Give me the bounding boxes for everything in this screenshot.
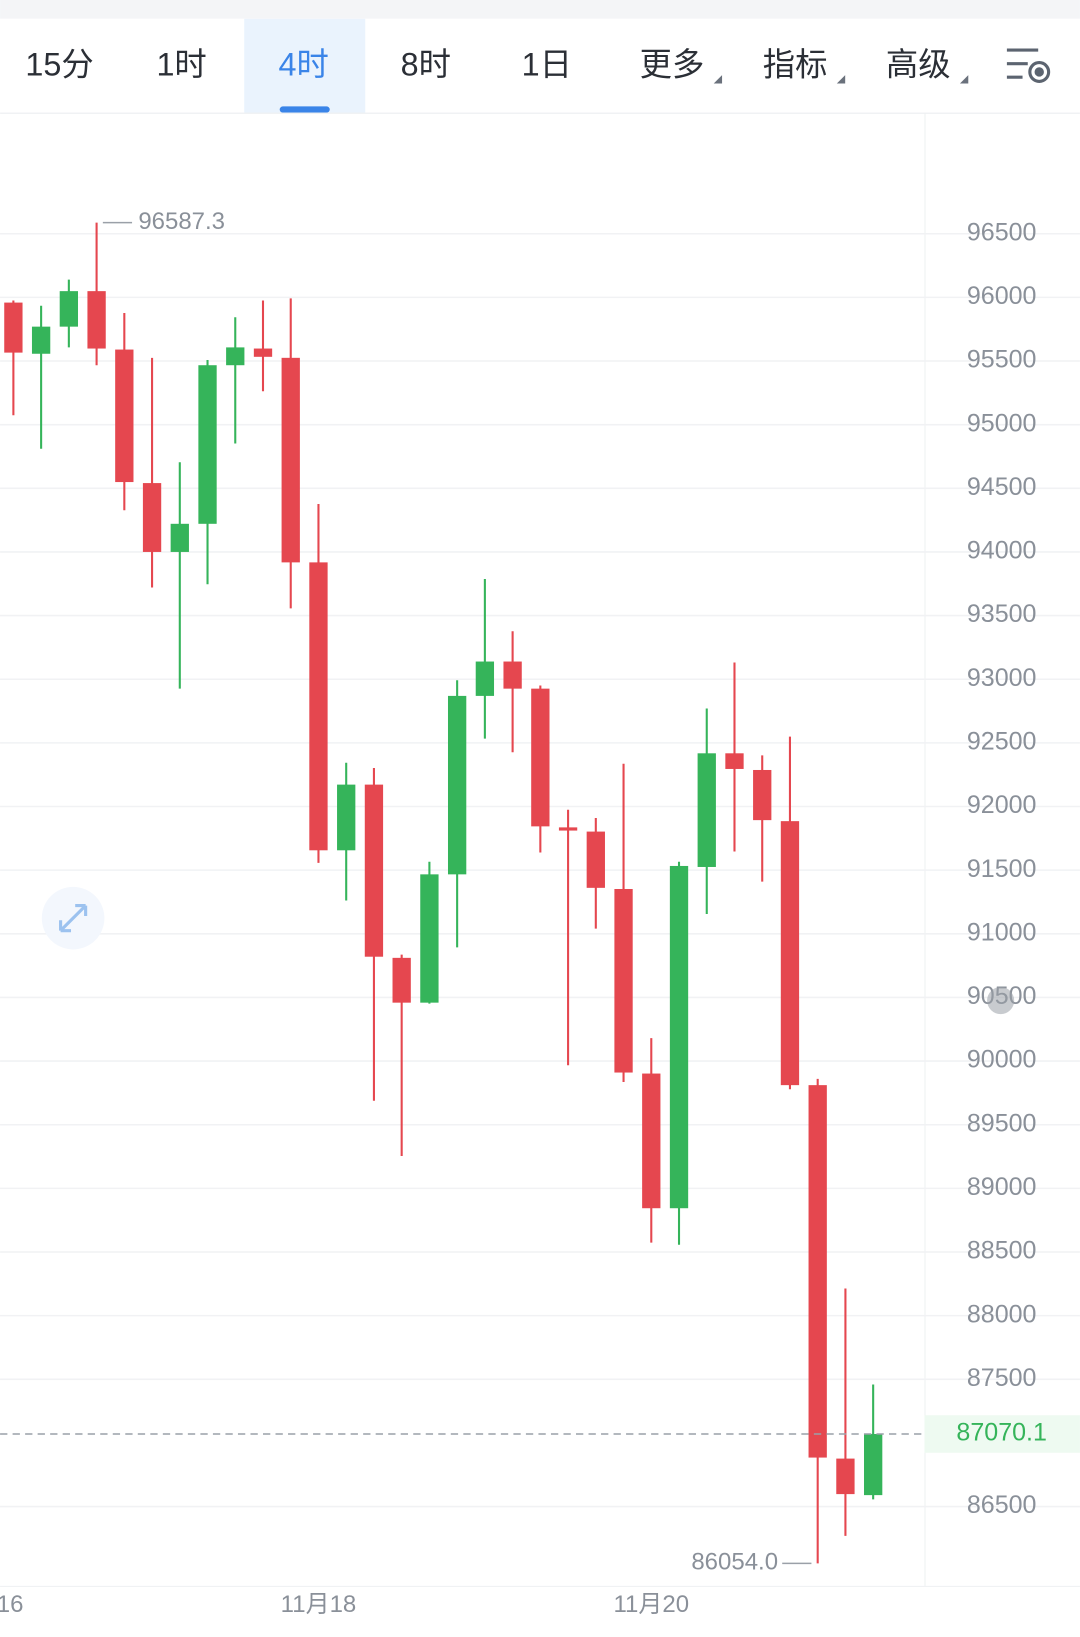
candle-body — [364, 784, 384, 957]
candle-body — [531, 688, 550, 827]
dropdown-caret — [836, 75, 846, 84]
candle-body — [586, 831, 605, 888]
settings-icon[interactable] — [1006, 48, 1051, 83]
candle-body — [87, 291, 106, 349]
candle-body — [309, 562, 328, 851]
y-tick-label: 88000 — [967, 1300, 1037, 1328]
candle-body — [725, 753, 744, 769]
candle-body — [59, 291, 79, 327]
y-tick-label: 93500 — [967, 600, 1037, 628]
x-tick-label: 11月16 — [0, 1591, 23, 1618]
low-marker-label: 86054.0 — [691, 1549, 778, 1576]
tabs: 15分 1时 4时 8时 1日 更多 指标 高级 — [25, 46, 969, 84]
candle-body — [475, 661, 495, 696]
y-tick-label: 92500 — [967, 727, 1037, 755]
x-tick-label: 11月20 — [614, 1591, 690, 1618]
y-tick-label: 90000 — [967, 1046, 1037, 1074]
y-tick-label: 94000 — [967, 537, 1037, 565]
candle-body — [170, 523, 189, 552]
candle-body — [253, 348, 273, 357]
y-tick-label: 95500 — [967, 346, 1037, 374]
tab[interactable]: 1时 — [156, 46, 206, 82]
candle-body — [226, 347, 245, 366]
x-tick-label: 11月18 — [281, 1591, 357, 1618]
y-tick-label: 87500 — [967, 1364, 1037, 1392]
last-price-label: 87070.1 — [956, 1419, 1046, 1447]
tab[interactable]: 4时 — [279, 46, 329, 82]
candle-body — [864, 1434, 883, 1496]
y-tick-label: 89500 — [967, 1109, 1037, 1137]
status-strip — [0, 0, 1080, 19]
candle-body — [31, 326, 51, 354]
y-tick-label: 92000 — [967, 791, 1037, 819]
y-tick-label: 91500 — [967, 855, 1037, 883]
expand-button[interactable] — [41, 886, 105, 950]
active-tab-indicator — [279, 106, 330, 113]
candle-body — [614, 888, 633, 1073]
tab[interactable]: 8时 — [401, 46, 451, 82]
y-tick-label: 89000 — [967, 1173, 1037, 1201]
candle-body — [4, 302, 23, 353]
y-tick-label: 86500 — [967, 1491, 1037, 1519]
candle-body — [198, 365, 217, 524]
labels: 8650087500880008850089000895009000090500… — [0, 208, 1080, 1618]
candle-body — [447, 695, 467, 875]
candle-body — [808, 1085, 827, 1458]
dropdown-caret — [713, 75, 723, 84]
candle-body — [503, 661, 522, 689]
candle-body — [780, 821, 800, 1086]
candle-body — [337, 784, 356, 851]
candles — [4, 222, 883, 1564]
y-tick-label: 91000 — [967, 918, 1037, 946]
y-tick-label: 95000 — [967, 409, 1037, 437]
candle-body — [281, 357, 300, 563]
y-tick-label: 93000 — [967, 664, 1037, 692]
tab[interactable]: 1日 — [522, 46, 572, 82]
y-tick-label: 96000 — [967, 282, 1037, 310]
candle-body — [392, 957, 411, 1003]
y-tick-label: 94500 — [967, 473, 1037, 501]
crosshair-handle[interactable] — [987, 986, 1015, 1015]
y-tick-label: 96500 — [967, 218, 1037, 246]
active-tab-bg — [244, 18, 366, 113]
tab[interactable]: 指标 — [763, 46, 828, 82]
candle-body — [642, 1073, 661, 1209]
candle-body — [420, 874, 439, 1003]
last-price-box — [924, 1415, 1080, 1453]
candle-body — [836, 1458, 855, 1495]
tab[interactable]: 更多 — [640, 46, 705, 82]
candle-body — [142, 483, 162, 552]
candle-body — [669, 865, 689, 1209]
candle-body — [558, 827, 578, 831]
tab-bar — [0, 18, 1080, 113]
high-marker-label: 96587.3 — [138, 208, 225, 235]
candle-body — [115, 349, 134, 483]
candle-body — [697, 753, 716, 867]
tab[interactable]: 高级 — [886, 46, 951, 82]
tab[interactable]: 15分 — [25, 46, 93, 82]
y-tick-label: 88500 — [967, 1237, 1037, 1265]
grid — [0, 232, 1080, 1508]
candle-body — [753, 769, 772, 821]
